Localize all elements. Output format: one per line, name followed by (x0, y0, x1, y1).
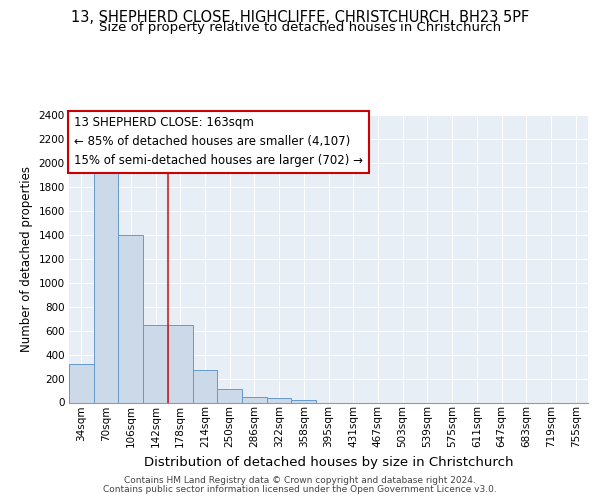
Bar (193, 370, 217, 402)
Bar (69, 364, 94, 403)
Bar (118, 235, 143, 402)
Bar (168, 324, 193, 402)
Text: 13, SHEPHERD CLOSE, HIGHCLIFFE, CHRISTCHURCH, BH23 5PF: 13, SHEPHERD CLOSE, HIGHCLIFFE, CHRISTCH… (71, 10, 529, 25)
Text: Contains HM Land Registry data © Crown copyright and database right 2024.: Contains HM Land Registry data © Crown c… (124, 476, 476, 485)
X-axis label: Distribution of detached houses by size in Christchurch: Distribution of detached houses by size … (144, 456, 513, 468)
Bar (292, 400, 316, 402)
Bar (267, 398, 292, 402)
Bar (94, 168, 118, 402)
Bar (143, 324, 168, 402)
Bar (217, 390, 242, 402)
Bar (242, 396, 267, 402)
Text: 13 SHEPHERD CLOSE: 163sqm
← 85% of detached houses are smaller (4,107)
15% of se: 13 SHEPHERD CLOSE: 163sqm ← 85% of detac… (74, 116, 363, 168)
Text: Contains public sector information licensed under the Open Government Licence v3: Contains public sector information licen… (103, 485, 497, 494)
Text: Size of property relative to detached houses in Christchurch: Size of property relative to detached ho… (99, 22, 501, 35)
Y-axis label: Number of detached properties: Number of detached properties (20, 166, 33, 352)
